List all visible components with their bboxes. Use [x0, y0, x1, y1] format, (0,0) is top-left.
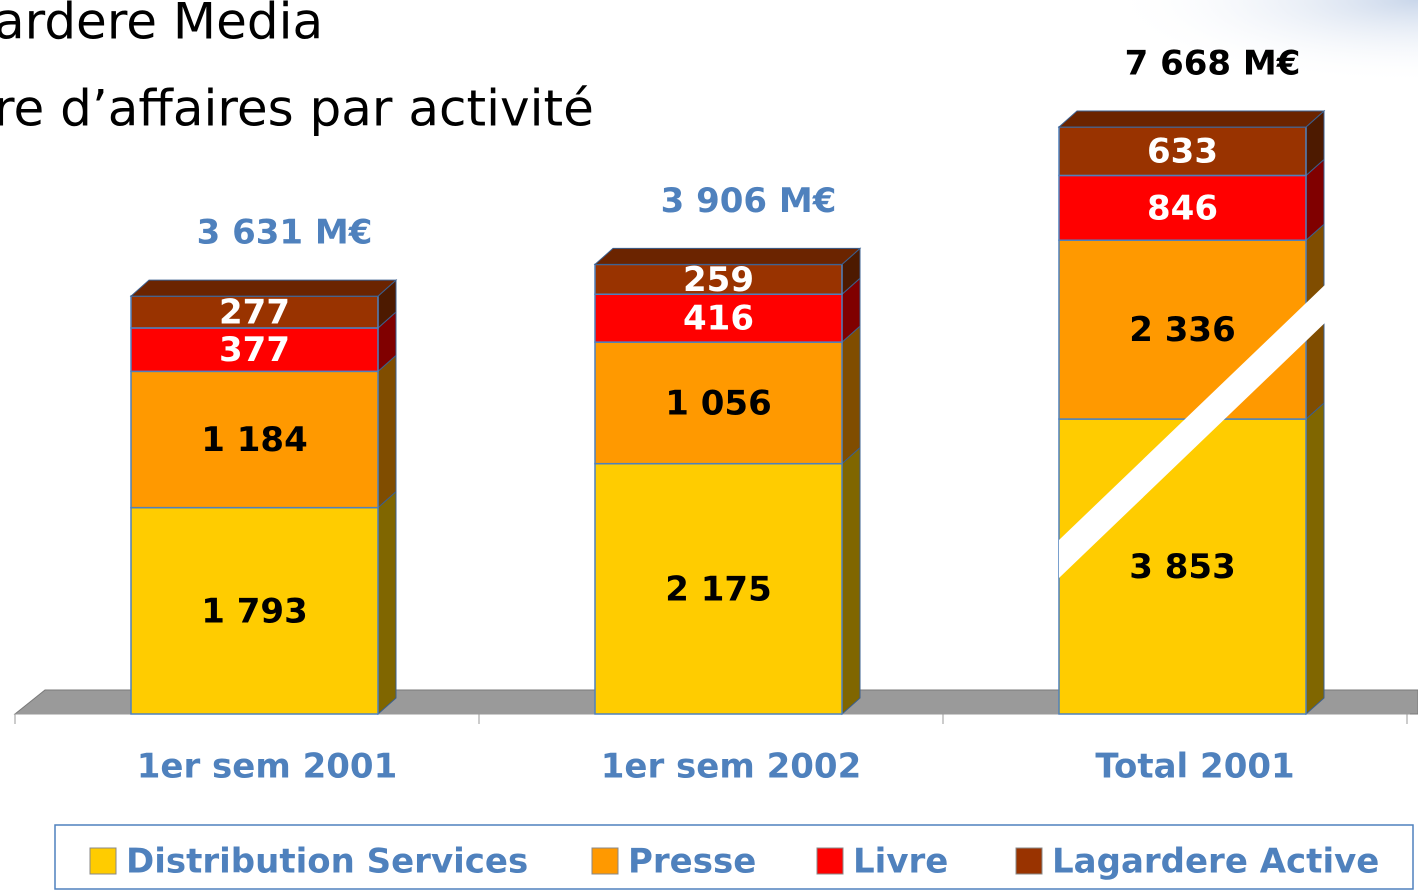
bar-side: [841, 446, 861, 716]
value-label: 259: [683, 260, 754, 300]
total-label: 3 906 M€: [661, 181, 837, 221]
bar-top: [129, 279, 398, 297]
axis-break: [1059, 280, 1330, 578]
legend-label: Presse: [628, 842, 756, 882]
value-label: 416: [683, 299, 754, 339]
legend-label: Livre: [853, 842, 948, 882]
value-label: 277: [219, 293, 290, 333]
value-label: 2 336: [1129, 310, 1235, 350]
bar-top: [593, 247, 862, 265]
legend-label: Distribution Services: [126, 842, 528, 882]
bar-segment: [130, 506, 379, 715]
bar-segment: [594, 263, 843, 295]
legend-swatch: [591, 847, 619, 875]
bar-segment: [1058, 418, 1307, 715]
bar-segment: [1058, 174, 1307, 241]
bar-side: [377, 490, 397, 716]
value-label: 2 175: [665, 569, 771, 609]
bar-side: [1305, 401, 1325, 716]
bar-top: [1057, 110, 1326, 128]
x-tick-label: 1er sem 2002: [601, 747, 862, 787]
bar-segment: [130, 327, 379, 373]
legend-swatch: [816, 847, 844, 875]
bar-segment: [594, 293, 843, 343]
legend: [54, 824, 1414, 890]
legend-swatch: [1015, 847, 1043, 875]
value-label: 1 184: [201, 420, 307, 460]
x-tick-label: Total 2001: [1095, 747, 1294, 787]
bar-segment: [130, 295, 379, 329]
total-label: 7 668 M€: [1125, 44, 1301, 84]
value-label: 633: [1147, 132, 1218, 172]
value-label: 377: [219, 330, 290, 370]
bar-segment: [594, 462, 843, 715]
legend-label: Lagardere Active: [1052, 842, 1379, 882]
value-label: 846: [1147, 188, 1218, 228]
bar-side: [377, 354, 397, 509]
value-label: 1 056: [665, 383, 771, 423]
chart-title: re d’affaires par activité: [0, 80, 594, 138]
total-label: 3 631 M€: [197, 213, 373, 253]
bar-side: [841, 325, 861, 465]
value-label: 1 793: [201, 591, 307, 631]
legend-swatch: [89, 847, 117, 875]
chart-title: ardere Media: [0, 0, 323, 51]
value-label: 3 853: [1129, 547, 1235, 587]
x-tick-label: 1er sem 2001: [137, 747, 398, 787]
bar-segment: [594, 341, 843, 465]
